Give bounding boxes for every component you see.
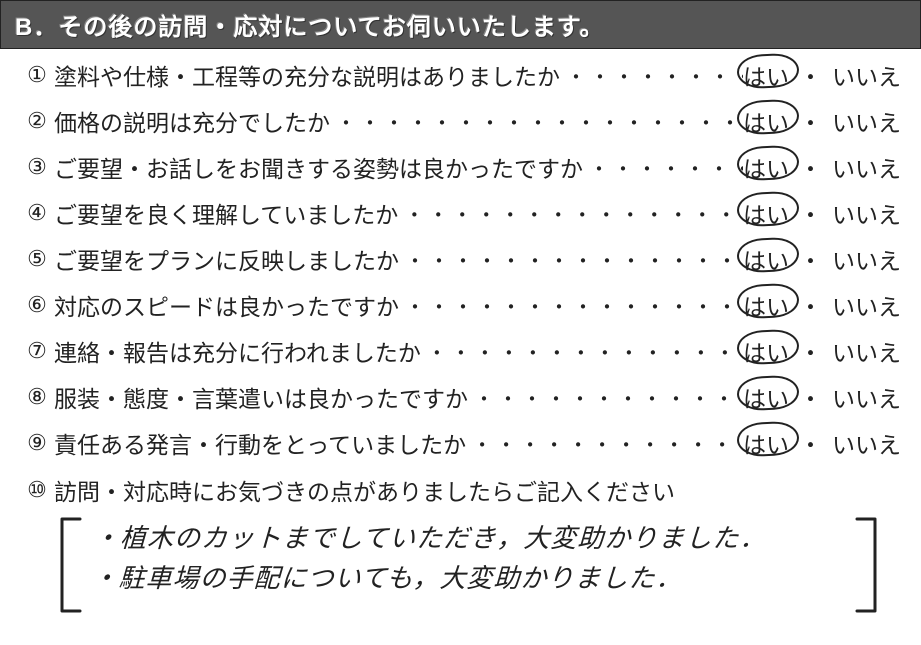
question-number: ③ [20, 154, 54, 180]
answer-options: はい・いいえ [743, 150, 901, 184]
question-row: ⑤ご要望をプランに反映しましたか・・・・・・・・・・・・・・・・・・・・・・・・… [20, 243, 901, 275]
question-text: 塗料や仕様・工程等の充分な説明はありましたか [54, 58, 560, 92]
answer-separator: ・ [795, 196, 826, 230]
answer-yes[interactable]: はい [743, 58, 789, 92]
question-number: ⑤ [20, 246, 54, 272]
answer-options: はい・いいえ [743, 426, 901, 460]
leader-dots: ・・・・・・・・・・・・・・・・・・・・・・・・・・・・・・ [330, 107, 743, 136]
answer-no[interactable]: いいえ [832, 242, 901, 276]
leader-dots: ・・・・・・・・・・・・・・・・・・・・・・・・・・・・・・ [399, 291, 743, 320]
question-row: ③ご要望・お話しをお聞きする姿勢は良かったですか・・・・・・・・・・・・・・・・… [20, 151, 901, 183]
selection-circle-icon [736, 282, 800, 319]
answer-yes[interactable]: はい [743, 426, 789, 460]
question-row: ⑨責任ある発言・行動をとっていましたか・・・・・・・・・・・・・・・・・・・・・… [20, 427, 901, 459]
right-bracket-icon [853, 515, 883, 620]
answer-options: はい・いいえ [743, 380, 901, 414]
freeform-line-2: ・駐車場の手配についても，大変助かりました． [91, 559, 849, 599]
answer-separator: ・ [795, 426, 826, 460]
question-row: ④ご要望を良く理解していましたか・・・・・・・・・・・・・・・・・・・・・・・・… [20, 197, 901, 229]
answer-options: はい・いいえ [743, 334, 901, 368]
freeform-line-1: ・植木のカットまでしていただき，大変助かりました． [92, 519, 850, 559]
selection-circle-icon [736, 420, 800, 457]
answer-no[interactable]: いいえ [832, 380, 901, 414]
answer-separator: ・ [795, 288, 826, 322]
answer-separator: ・ [795, 242, 826, 276]
answer-separator: ・ [795, 150, 826, 184]
leader-dots: ・・・・・・・・・・・・・・・・・・・・・・・・・・・・・・ [398, 199, 743, 228]
leader-dots: ・・・・・・・・・・・・・・・・・・・・・・・・・・・・・・ [399, 245, 743, 274]
question-number: ⑥ [20, 292, 54, 318]
question-text: 責任ある発言・行動をとっていましたか [54, 426, 466, 460]
answer-yes[interactable]: はい [743, 380, 789, 414]
answer-options: はい・いいえ [743, 104, 901, 138]
answer-no[interactable]: いいえ [832, 334, 901, 368]
questionnaire-body: ①塗料や仕様・工程等の充分な説明はありましたか・・・・・・・・・・・・・・・・・… [0, 49, 921, 624]
question-row: ⑦連絡・報告は充分に行われましたか・・・・・・・・・・・・・・・・・・・・・・・… [20, 335, 901, 367]
answer-options: はい・いいえ [743, 58, 901, 92]
question-row: ①塗料や仕様・工程等の充分な説明はありましたか・・・・・・・・・・・・・・・・・… [20, 59, 901, 91]
selection-circle-icon [736, 144, 800, 181]
answer-yes[interactable]: はい [743, 242, 789, 276]
question-text: 価格の説明は充分でしたか [54, 104, 330, 138]
question-text: ご要望を良く理解していましたか [54, 196, 398, 230]
answer-no[interactable]: いいえ [832, 58, 901, 92]
answer-yes[interactable]: はい [743, 288, 789, 322]
leader-dots: ・・・・・・・・・・・・・・・・・・・・・・・・・・・・・・ [421, 337, 743, 366]
question-number: ② [20, 108, 54, 134]
answer-yes[interactable]: はい [743, 104, 789, 138]
question-number: ⑧ [20, 384, 54, 410]
answer-no[interactable]: いいえ [832, 150, 901, 184]
answer-yes[interactable]: はい [743, 196, 789, 230]
question-text: 訪問・対応時にお気づきの点がありましたらご記入ください [54, 473, 675, 507]
question-row: ⑥対応のスピードは良かったですか・・・・・・・・・・・・・・・・・・・・・・・・… [20, 289, 901, 321]
answer-separator: ・ [795, 58, 826, 92]
leader-dots: ・・・・・・・・・・・・・・・・・・・・・・・・・・・・・・ [560, 61, 743, 90]
question-10-row: ⑩ 訪問・対応時にお気づきの点がありましたらご記入ください [20, 473, 901, 507]
question-text: ご要望をプランに反映しましたか [54, 242, 399, 276]
answer-no[interactable]: いいえ [832, 288, 901, 322]
section-header: B．その後の訪問・応対についてお伺いいたします。 [0, 0, 921, 49]
question-number: ⑨ [20, 430, 54, 456]
answer-separator: ・ [795, 104, 826, 138]
leader-dots: ・・・・・・・・・・・・・・・・・・・・・・・・・・・・・・ [583, 153, 743, 182]
question-text: 連絡・報告は充分に行われましたか [54, 334, 421, 368]
selection-circle-icon [736, 374, 800, 411]
answer-no[interactable]: いいえ [832, 196, 901, 230]
answer-no[interactable]: いいえ [832, 426, 901, 460]
leader-dots: ・・・・・・・・・・・・・・・・・・・・・・・・・・・・・・ [466, 429, 743, 458]
answer-yes[interactable]: はい [743, 334, 789, 368]
answer-separator: ・ [795, 380, 826, 414]
question-text: 服装・態度・言葉遣いは良かったですか [54, 380, 468, 414]
question-row: ⑧服装・態度・言葉遣いは良かったですか・・・・・・・・・・・・・・・・・・・・・… [20, 381, 901, 413]
answer-yes[interactable]: はい [743, 150, 789, 184]
freeform-handwritten: ・植木のカットまでしていただき，大変助かりました． ・駐車場の手配についても，大… [82, 515, 855, 620]
left-bracket-icon [54, 515, 84, 620]
selection-circle-icon [736, 236, 800, 273]
question-number: ⑩ [20, 477, 54, 503]
question-text: ご要望・お話しをお聞きする姿勢は良かったですか [54, 150, 583, 184]
question-number: ⑦ [20, 338, 54, 364]
selection-circle-icon [736, 328, 800, 365]
selection-circle-icon [736, 190, 800, 227]
answer-options: はい・いいえ [743, 242, 901, 276]
answer-separator: ・ [795, 334, 826, 368]
question-number: ① [20, 62, 54, 88]
question-text: 対応のスピードは良かったですか [54, 288, 399, 322]
freeform-area: ・植木のカットまでしていただき，大変助かりました． ・駐車場の手配についても，大… [20, 513, 901, 620]
answer-options: はい・いいえ [743, 196, 901, 230]
question-number: ④ [20, 200, 54, 226]
answer-no[interactable]: いいえ [832, 104, 901, 138]
selection-circle-icon [736, 98, 800, 135]
leader-dots: ・・・・・・・・・・・・・・・・・・・・・・・・・・・・・・ [468, 383, 743, 412]
answer-options: はい・いいえ [743, 288, 901, 322]
question-row: ②価格の説明は充分でしたか・・・・・・・・・・・・・・・・・・・・・・・・・・・… [20, 105, 901, 137]
selection-circle-icon [736, 52, 800, 89]
